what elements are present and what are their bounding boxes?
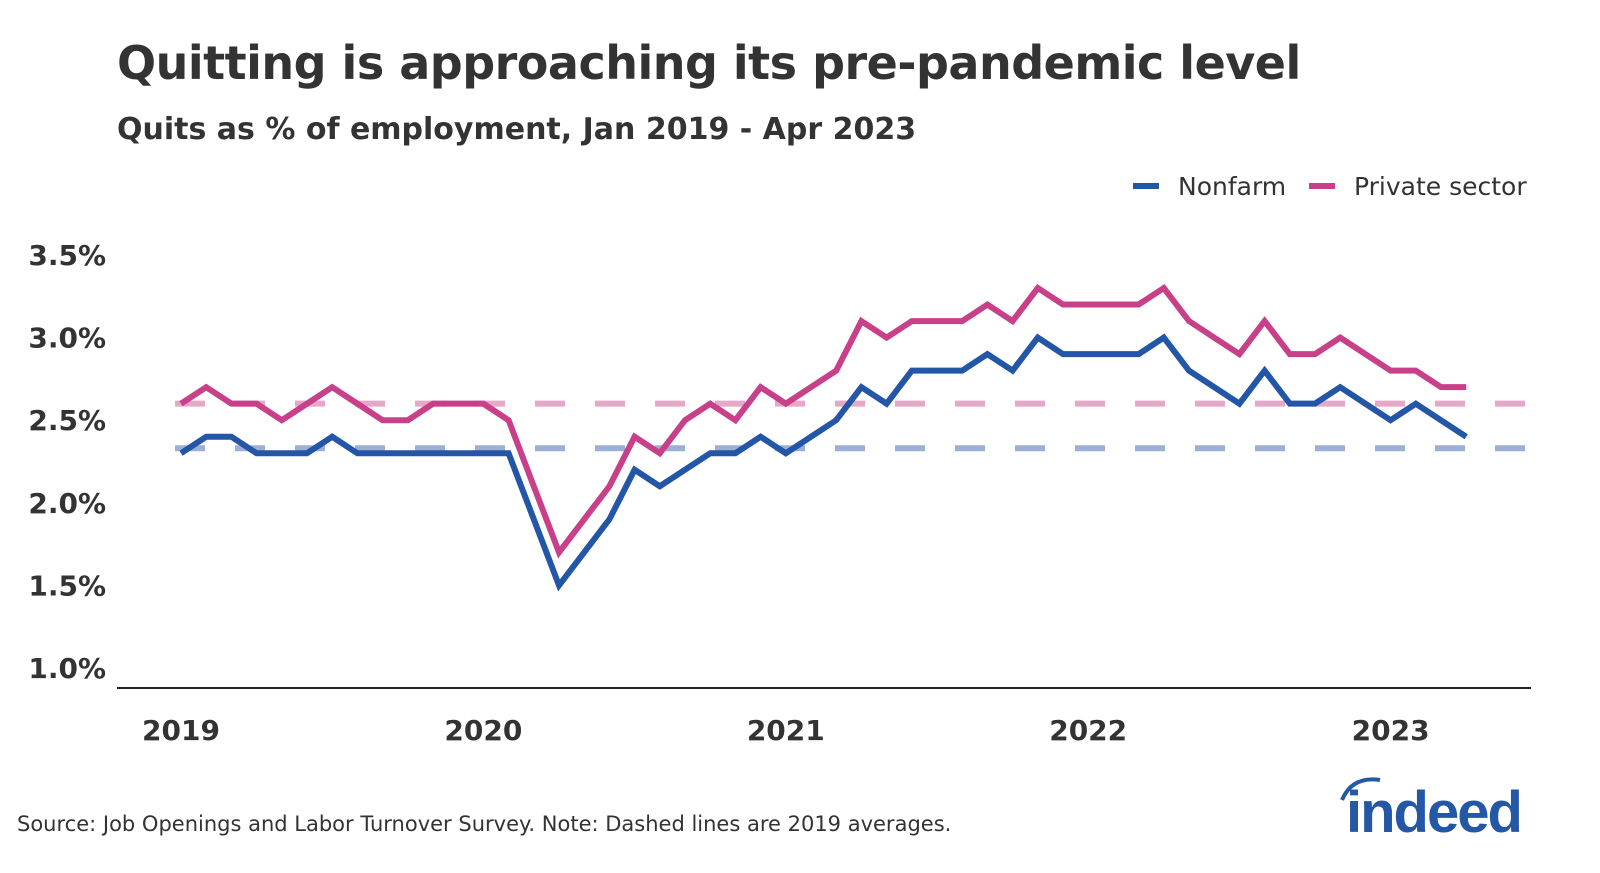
indeed-logo: indeed xyxy=(1340,777,1523,840)
y-tick-label: 2.0% xyxy=(28,487,106,520)
legend-label: Nonfarm xyxy=(1178,172,1286,201)
x-tick-label: 2020 xyxy=(444,714,522,747)
legend-label: Private sector xyxy=(1354,172,1527,201)
svg-text:indeed: indeed xyxy=(1346,780,1521,840)
y-tick-label: 1.0% xyxy=(28,652,106,685)
x-tick-label: 2019 xyxy=(142,714,220,747)
x-tick-label: 2022 xyxy=(1049,714,1127,747)
x-tick-label: 2023 xyxy=(1352,714,1430,747)
x-tick-label: 2021 xyxy=(747,714,825,747)
chart-subtitle: Quits as % of employment, Jan 2019 - Apr… xyxy=(117,112,917,147)
source-note: Source: Job Openings and Labor Turnover … xyxy=(17,812,952,836)
series-line-private-sector xyxy=(179,283,1467,559)
y-tick-label: 2.5% xyxy=(28,404,106,437)
y-tick-label: 3.0% xyxy=(28,322,106,355)
chart-title: Quitting is approaching its pre-pandemic… xyxy=(117,36,1301,90)
y-tick-label: 3.5% xyxy=(28,239,106,272)
series-line-nonfarm xyxy=(179,333,1468,592)
y-tick-label: 1.5% xyxy=(28,569,106,602)
